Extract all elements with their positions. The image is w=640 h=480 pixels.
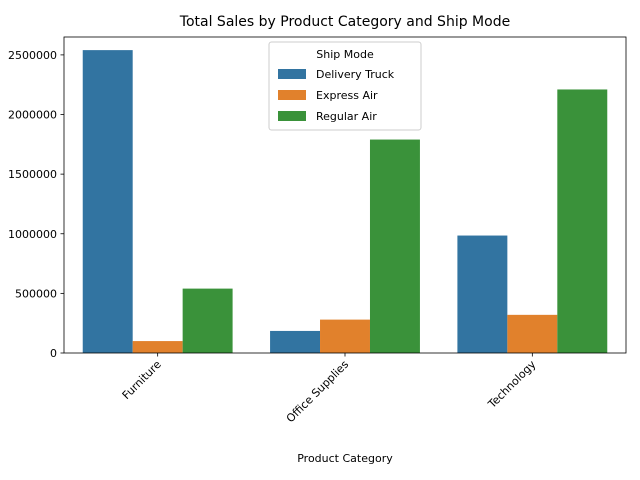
bar-express-air-office-supplies: [320, 319, 370, 353]
bar-regular-air-office-supplies: [369, 139, 420, 353]
bar-express-air-furniture: [132, 341, 183, 353]
legend-entry: Delivery Truck: [316, 68, 395, 81]
bar-express-air-technology: [507, 314, 558, 353]
x-tick-label: Furniture: [120, 358, 164, 402]
y-tick-label: 0: [50, 347, 57, 360]
bar-regular-air-technology: [557, 89, 608, 353]
x-tick-label: Office Supplies: [284, 358, 351, 425]
x-tick-label: Technology: [485, 358, 539, 412]
legend-swatch: [278, 69, 306, 79]
bar-regular-air-furniture: [182, 288, 233, 353]
legend-entry: Express Air: [316, 89, 378, 102]
y-tick-label: 2500000: [8, 49, 57, 62]
bars-group: [82, 50, 608, 354]
x-axis: Furniture Office Supplies Technology: [120, 353, 539, 425]
bar-delivery-truck-technology: [457, 235, 508, 353]
y-tick-label: 2000000: [8, 109, 57, 122]
legend-box: [268, 41, 422, 131]
bar-delivery-truck-office-supplies: [270, 330, 321, 353]
y-axis: 0 500000 1000000 1500000 2000000 2500000: [8, 49, 64, 360]
y-tick-label: 1500000: [8, 168, 57, 181]
bar-delivery-truck-furniture: [82, 50, 133, 354]
legend-swatch: [278, 111, 306, 121]
x-axis-label: Product Category: [297, 452, 393, 465]
legend-title: Ship Mode: [316, 48, 374, 61]
legend: Ship Mode Delivery Truck Express Air Regula…: [268, 41, 422, 131]
y-tick-label: 1000000: [8, 228, 57, 241]
chart-title: Total Sales by Product Category and Ship…: [179, 14, 510, 30]
legend-swatch: [278, 90, 306, 100]
y-tick-label: 500000: [15, 287, 57, 300]
legend-entry: Regular Air: [316, 110, 377, 123]
